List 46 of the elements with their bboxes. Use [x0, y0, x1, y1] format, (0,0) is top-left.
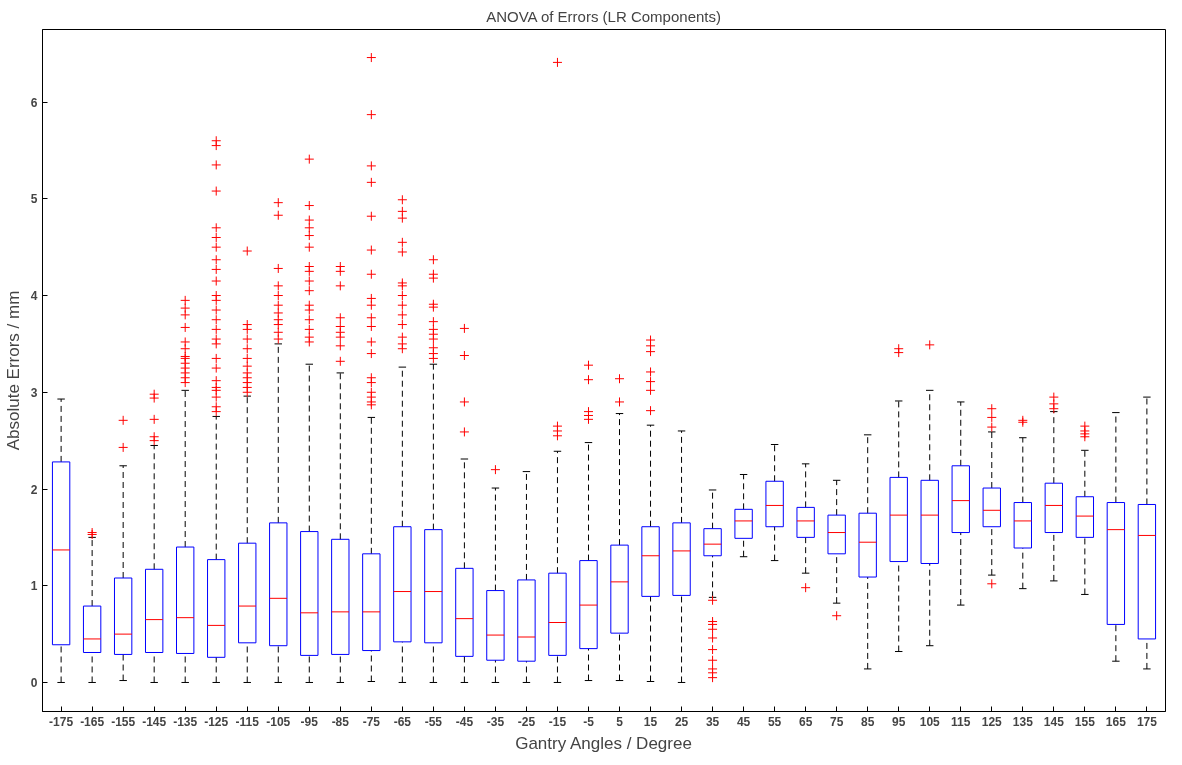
x-tick-label: -35 [486, 714, 505, 729]
x-tick-label: -65 [393, 714, 412, 729]
x-tick-label: -75 [362, 714, 381, 729]
x-tick-label: -135 [173, 714, 198, 729]
x-tick-label: 55 [767, 714, 782, 729]
x-tick-label: 155 [1074, 714, 1096, 729]
y-tick-label: 4 [30, 289, 38, 304]
y-tick-label: 3 [30, 385, 38, 400]
x-tick-label: 175 [1136, 714, 1158, 729]
x-tick-label: 85 [861, 714, 875, 729]
x-tick-label: 65 [798, 714, 813, 729]
x-tick-label: -5 [583, 714, 595, 729]
x-tick-label: 35 [705, 714, 720, 729]
x-tick-label: 25 [674, 714, 689, 729]
x-tick-label: 125 [981, 714, 1003, 729]
x-tick-label: 15 [643, 714, 658, 729]
x-tick-label: 45 [736, 714, 751, 729]
x-tick-label: 165 [1105, 714, 1127, 729]
x-tick-label: -155 [111, 714, 136, 729]
x-tick-label: -45 [455, 714, 474, 729]
x-tick-label: 105 [919, 714, 941, 729]
x-tick-label: -25 [517, 714, 536, 729]
x-tick-label: 145 [1043, 714, 1065, 729]
x-tick-label: 115 [951, 714, 971, 729]
x-tick-label: -165 [80, 714, 105, 729]
x-tick-label: 95 [892, 714, 906, 729]
x-tick-label: 5 [616, 714, 624, 729]
x-tick-label: -95 [300, 714, 319, 729]
x-tick-label: -85 [331, 714, 350, 729]
x-tick-label: -125 [204, 714, 229, 729]
x-tick-label: 135 [1012, 714, 1034, 729]
y-tick-label: 1 [30, 579, 38, 594]
x-tick-label: -175 [49, 714, 74, 729]
y-tick-label: 2 [30, 482, 38, 497]
chart-title: ANOVA of Errors (LR Components) [486, 7, 721, 25]
y-tick-label: 5 [30, 192, 38, 207]
y-tick-label: 6 [30, 95, 38, 110]
y-tick-label: 0 [30, 675, 38, 690]
x-tick-label: -115 [235, 714, 260, 729]
x-tick-label: -55 [424, 714, 443, 729]
x-axis-title: Gantry Angles / Degree [515, 733, 692, 753]
x-tick-label: -105 [266, 714, 291, 729]
x-tick-label: -145 [142, 714, 167, 729]
x-tick-label: -15 [548, 714, 567, 729]
x-tick-label: 75 [829, 714, 844, 729]
y-axis-title: Absolute Errors / mm [3, 290, 23, 451]
